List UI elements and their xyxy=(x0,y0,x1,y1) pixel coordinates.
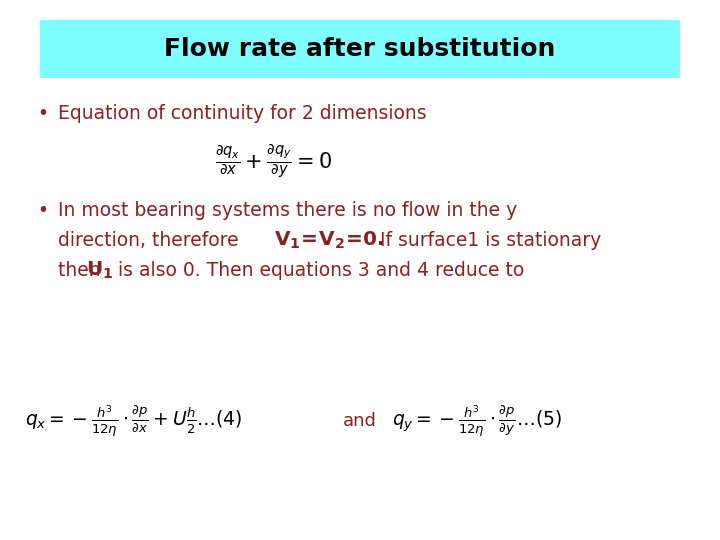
Text: $\frac{\partial q_x}{\partial x}+\frac{\partial q_y}{\partial y}=0$: $\frac{\partial q_x}{\partial x}+\frac{\… xyxy=(215,143,332,181)
Text: •: • xyxy=(37,104,48,123)
Text: and: and xyxy=(343,412,377,430)
Text: direction, therefore: direction, therefore xyxy=(58,231,244,250)
FancyBboxPatch shape xyxy=(40,20,680,78)
Text: is also 0. Then equations 3 and 4 reduce to: is also 0. Then equations 3 and 4 reduce… xyxy=(112,260,524,280)
Text: $q_x=-\frac{h^3}{12\eta}\cdot\frac{\partial p}{\partial x}+U\frac{h}{2}\ldots(4): $q_x=-\frac{h^3}{12\eta}\cdot\frac{\part… xyxy=(25,403,243,439)
Text: then: then xyxy=(58,260,107,280)
Text: Equation of continuity for 2 dimensions: Equation of continuity for 2 dimensions xyxy=(58,104,426,123)
Text: In most bearing systems there is no flow in the y: In most bearing systems there is no flow… xyxy=(58,201,517,220)
Text: If surface1 is stationary: If surface1 is stationary xyxy=(374,231,602,250)
Text: $q_y=-\frac{h^3}{12\eta}\cdot\frac{\partial p}{\partial y}\ldots(5)$: $q_y=-\frac{h^3}{12\eta}\cdot\frac{\part… xyxy=(392,403,562,439)
Text: $\mathdefault{U_1}$: $\mathdefault{U_1}$ xyxy=(86,259,113,281)
Text: •: • xyxy=(37,201,48,220)
Text: $\mathdefault{V_1\!=\!V_2\!=\!0.}$: $\mathdefault{V_1\!=\!V_2\!=\!0.}$ xyxy=(274,230,384,251)
Text: Flow rate after substitution: Flow rate after substitution xyxy=(164,37,556,61)
